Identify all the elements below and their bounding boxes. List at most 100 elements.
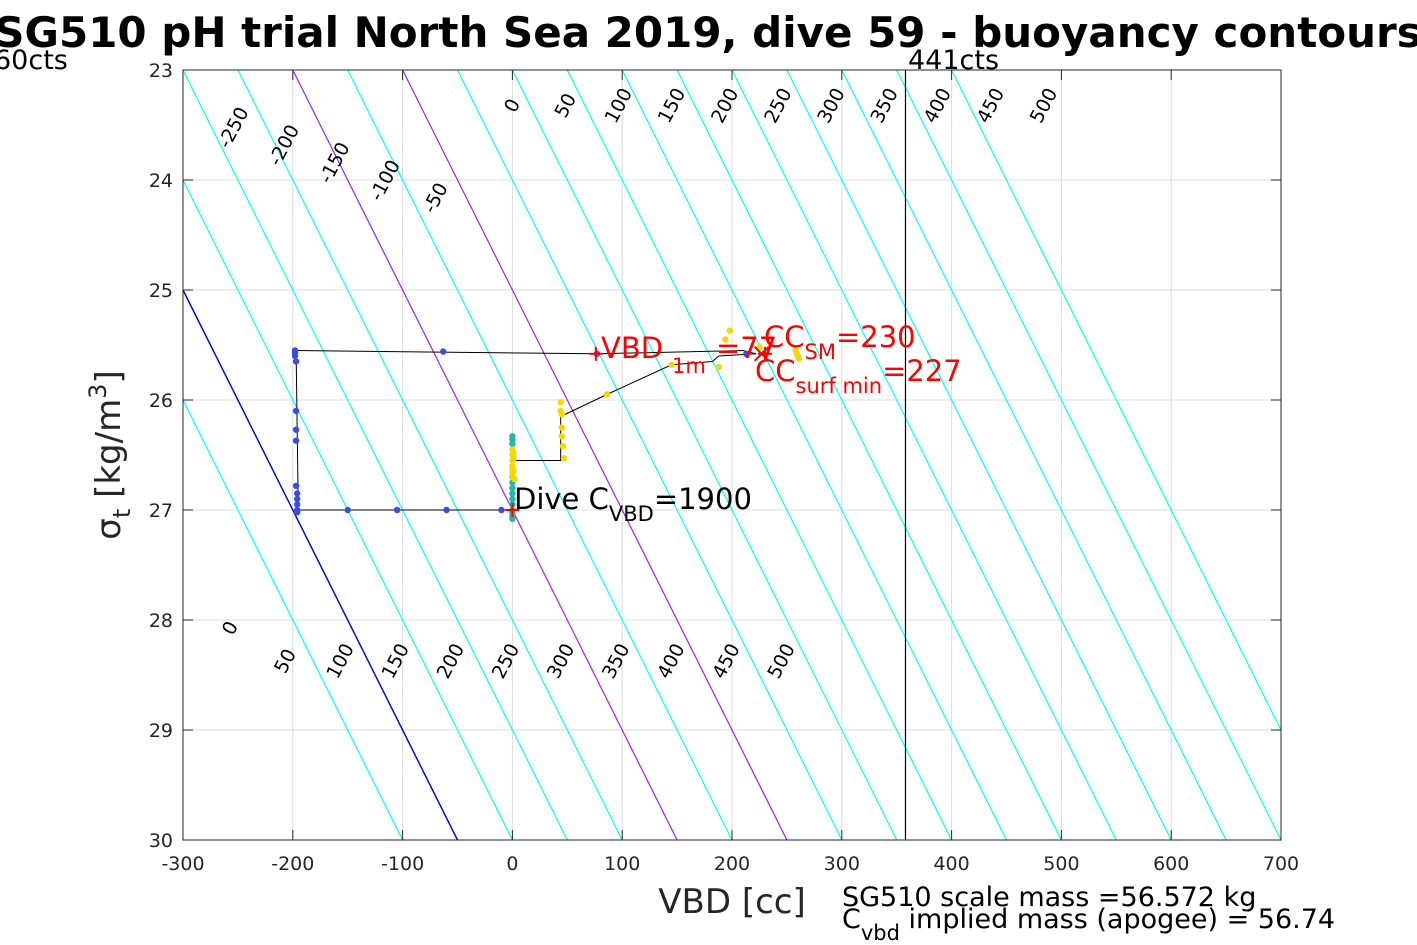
x-tick-label: 100	[604, 853, 640, 875]
y-label-unit: [kg/m	[89, 399, 129, 509]
one-meter-annotation: 1m	[672, 354, 706, 378]
y-label-sup: 3	[84, 384, 112, 399]
teal-point	[509, 490, 516, 497]
teal-point	[509, 515, 516, 522]
yellow-point	[510, 454, 517, 461]
contour-line	[621, 70, 1008, 840]
yellow-point	[510, 467, 517, 474]
blue-point	[293, 509, 301, 516]
yellow-point	[668, 361, 675, 368]
blue-point	[293, 490, 301, 497]
contour-lines	[183, 70, 1281, 840]
blue-point	[344, 506, 351, 514]
contour-line	[402, 70, 788, 840]
scale-mass-note: SG510 scale mass =56.572 kg	[842, 882, 1256, 913]
teal-point	[509, 436, 516, 443]
markers	[505, 346, 772, 517]
vbd-annotation: VBD	[601, 331, 663, 365]
blue-point	[291, 352, 299, 360]
contour-line	[951, 70, 1281, 732]
contour-line	[676, 70, 1062, 840]
blue-point	[292, 482, 300, 489]
blue-point	[440, 348, 447, 355]
dive-cvbd-annotation: Dive CVBD=1900	[514, 482, 752, 526]
x-tick-label: -200	[271, 853, 314, 875]
blue-point	[498, 506, 505, 514]
cc-surf-label: CC	[755, 354, 796, 388]
y-tick-label: 24	[149, 170, 173, 192]
blue-point	[743, 350, 750, 357]
yellow-point	[795, 355, 803, 362]
y-axis-ticks: 23 24 25 26 27 28 29 30	[149, 60, 1281, 852]
blue-point	[292, 437, 300, 444]
contour-line	[896, 70, 1281, 840]
blue-point	[393, 506, 401, 514]
contour-line	[511, 70, 898, 840]
x-tick-label: 200	[714, 853, 750, 875]
implied-mass-sub: vbd	[861, 921, 900, 945]
yellow-point	[726, 327, 734, 334]
cc-surf-annotation: CCsurf min=227	[755, 354, 962, 398]
x-tick-label: 500	[1043, 853, 1079, 875]
blue-point	[292, 407, 300, 415]
yellow-point	[558, 433, 566, 440]
yellow-point	[510, 449, 517, 456]
x-tick-label: -300	[161, 853, 204, 875]
plus-marker	[757, 346, 772, 361]
contour-line	[237, 70, 623, 840]
dive-c-sub: VBD	[609, 502, 654, 526]
contour-line	[786, 70, 1172, 840]
contour-line	[183, 178, 513, 840]
x-tick-label: 300	[824, 853, 860, 875]
contour-line	[183, 70, 568, 840]
y-label-sigma: σ	[89, 518, 129, 540]
cc-sm-sub: SM	[805, 340, 836, 364]
yellow-point	[558, 424, 566, 431]
blue-point	[443, 506, 450, 514]
y-tick-label: 26	[149, 390, 173, 412]
contour-line	[731, 70, 1117, 840]
contour-line	[566, 70, 953, 840]
cc-surf-value: =227	[882, 354, 962, 388]
x-tick-label: -100	[381, 853, 424, 875]
x-axis-ticks: -300 -200 -100 0 100 200 300 400 500 600 700	[161, 70, 1299, 875]
teal-point	[509, 495, 516, 503]
blue-point	[293, 495, 301, 503]
contour-line-zero	[183, 288, 459, 840]
plus-marker	[505, 503, 520, 517]
contour-line	[456, 70, 843, 840]
implied-mass-text: implied mass (apogee) = 56.74	[900, 904, 1335, 935]
contour-line	[292, 70, 678, 840]
y-tick-label: 23	[149, 60, 173, 82]
yellow-point	[558, 411, 566, 418]
cc-sm-label: CC	[764, 320, 805, 354]
yellow-point	[603, 391, 611, 398]
limit-label-left: 60cts	[0, 45, 68, 76]
vbd-value-annotation: =77	[716, 331, 777, 365]
y-tick-label: 28	[149, 610, 173, 632]
yellow-point	[722, 336, 729, 343]
contour-line	[347, 70, 733, 840]
yellow-point	[559, 443, 567, 450]
cc-sm-value: =230	[836, 320, 916, 354]
x-tick-label: 400	[933, 853, 969, 875]
y-tick-label: 30	[149, 830, 173, 852]
implied-mass-c: C	[842, 904, 861, 935]
blue-point	[292, 426, 300, 433]
dive-c-label: Dive C	[514, 482, 609, 516]
contour-line	[183, 398, 404, 840]
y-label-sub: t	[108, 509, 136, 518]
x-tick-label: 0	[506, 853, 518, 875]
yellow-point	[511, 476, 518, 483]
x-tick-label: 600	[1153, 853, 1189, 875]
yellow-point	[560, 455, 568, 462]
teal-point	[509, 440, 516, 448]
implied-mass-note: Cvbd implied mass (apogee) = 56.74	[842, 904, 1335, 945]
dive-c-value: =1900	[654, 482, 752, 516]
svg-text:σt [kg/m3]: σt [kg/m3]	[84, 370, 136, 539]
yellow-point	[557, 399, 564, 406]
y-tick-label: 25	[149, 280, 173, 302]
y-tick-label: 27	[149, 500, 173, 522]
cc-surf-sub: surf min	[796, 374, 883, 398]
plus-marker	[588, 346, 603, 361]
